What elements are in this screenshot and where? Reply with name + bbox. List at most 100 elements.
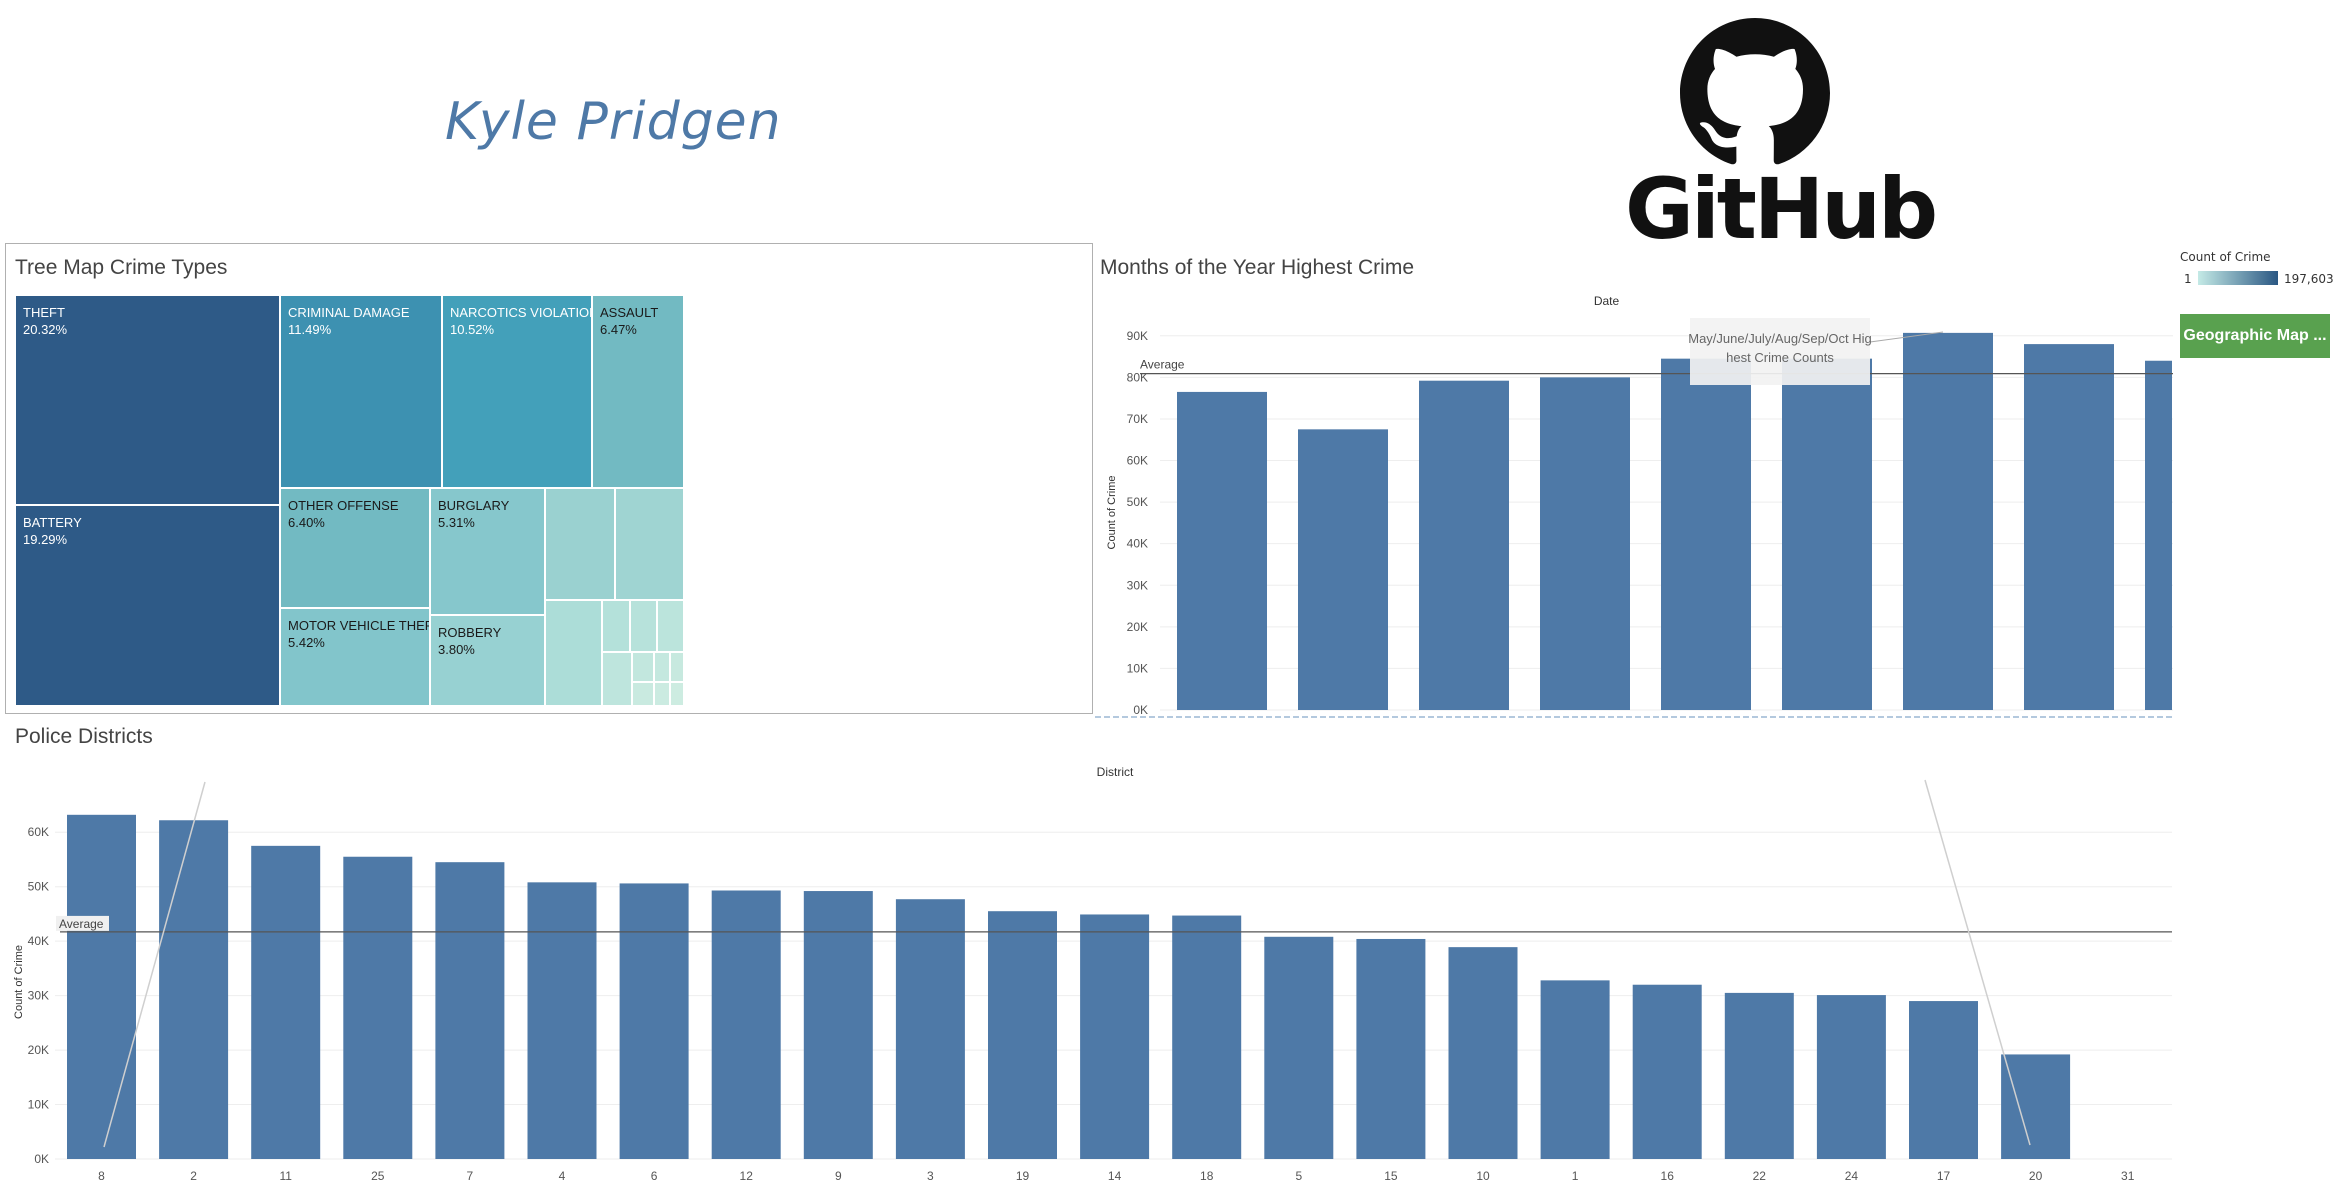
districts-x-tick-label: 16: [1661, 1169, 1675, 1183]
treemap-title: Tree Map Crime Types: [15, 256, 228, 279]
months-x-axis-title: Date: [1594, 294, 1620, 308]
districts-bar: [895, 899, 965, 1159]
months-annotation-text: hest Crime Counts: [1726, 350, 1834, 365]
districts-trend-line: [1924, 779, 2031, 1146]
months-bar: [1177, 391, 1267, 710]
districts-x-tick-label: 22: [1753, 1169, 1767, 1183]
districts-x-tick-label: 15: [1384, 1169, 1398, 1183]
districts-bar: [1172, 915, 1242, 1159]
months-bar: [1903, 332, 1993, 710]
districts-x-tick-label: 5: [1295, 1169, 1302, 1183]
districts-bar: [1724, 992, 1794, 1159]
treemap-cell-burglary[interactable]: BURGLARY 5.31%: [430, 488, 545, 615]
months-annotation-pointer: [1869, 331, 1944, 343]
districts-bar: [527, 882, 597, 1159]
treemap-cell-minor[interactable]: [670, 682, 684, 706]
treemap-cell-label: CRIMINAL DAMAGE 11.49%: [288, 305, 410, 337]
legend-max-value: 197,603: [2284, 272, 2334, 286]
treemap-cell-other-offense[interactable]: OTHER OFFENSE 6.40%: [280, 488, 430, 608]
districts-y-tick-label: 20K: [28, 1043, 49, 1057]
treemap-cell-battery[interactable]: BATTERY 19.29%: [15, 505, 280, 706]
treemap-cell-robbery[interactable]: ROBBERY 3.80%: [430, 615, 545, 706]
months-y-tick-label: 70K: [1127, 412, 1148, 426]
districts-bar: [343, 856, 413, 1159]
treemap-cell-minor[interactable]: [602, 652, 632, 706]
districts-x-tick-label: 31: [2121, 1169, 2135, 1183]
districts-bar: [988, 911, 1057, 1159]
treemap-cell-label: BURGLARY 5.31%: [438, 498, 510, 530]
districts-y-tick-label: 0K: [34, 1152, 49, 1166]
districts-y-tick-label: 60K: [28, 825, 49, 839]
districts-x-tick-label: 20: [2029, 1169, 2043, 1183]
months-y-tick-label: 40K: [1127, 537, 1148, 551]
districts-bar-chart: District Count of Crime 0K 10K 20K 30K 40K 50K 6…: [13, 765, 2172, 1183]
months-bar: [1782, 358, 1872, 710]
treemap-cell-minor[interactable]: [630, 600, 657, 652]
months-y-axis-title: Count of Crime: [1106, 476, 1118, 550]
treemap-cell-label: NARCOTICS VIOLATION 10.52%: [450, 305, 592, 337]
months-bar: [2145, 360, 2172, 710]
months-y-tick-label: 50K: [1127, 495, 1148, 509]
treemap-chart: THEFT 20.32% BATTERY 19.29% CRIMINAL DAMAGE 1…: [15, 295, 685, 706]
districts-average-label: Average: [59, 917, 104, 931]
districts-bar: [251, 845, 321, 1159]
treemap-cell-label: MOTOR VEHICLE THEFT 5.42%: [288, 618, 430, 650]
treemap-cell-minor[interactable]: [657, 600, 684, 652]
districts-x-axis-title: District: [1097, 765, 1134, 779]
months-bar: [2024, 344, 2114, 710]
districts-x-tick-label: 1: [1572, 1169, 1579, 1183]
districts-y-tick-label: 10K: [28, 1098, 49, 1112]
districts-bar: [1356, 938, 1426, 1159]
districts-x-tick-label: 4: [559, 1169, 566, 1183]
treemap-cell-narcotics-violation[interactable]: NARCOTICS VIOLATION 10.52%: [442, 295, 592, 488]
months-bar-chart: Date Count of Crime 0K 10K 20K 30K 40K 50K 60K 70…: [1095, 294, 2173, 718]
districts-bar: [1448, 947, 1518, 1159]
months-annotation-box: [1690, 318, 1870, 385]
treemap-cell-criminal-damage[interactable]: CRIMINAL DAMAGE 11.49%: [280, 295, 442, 488]
geographic-map-button[interactable]: Geographic Map ...: [2180, 314, 2330, 358]
treemap-cell-minor[interactable]: [615, 488, 684, 600]
districts-bar: [159, 820, 229, 1159]
github-octocat-icon[interactable]: [1680, 18, 1830, 168]
legend-min-value: 1: [2184, 272, 2192, 286]
districts-x-tick-label: 9: [835, 1169, 842, 1183]
months-y-tick-label: 30K: [1127, 578, 1148, 592]
months-annotation-text: May/June/July/Aug/Sep/Oct Hig: [1688, 331, 1872, 346]
districts-bar: [1540, 980, 1610, 1159]
treemap-cell-minor[interactable]: [545, 600, 602, 706]
districts-x-tick-label: 10: [1476, 1169, 1490, 1183]
treemap-cell-motor-vehicle-theft[interactable]: MOTOR VEHICLE THEFT 5.42%: [280, 608, 430, 706]
treemap-cell-minor[interactable]: [602, 600, 630, 652]
months-bar: [1419, 380, 1509, 710]
months-bar: [1540, 377, 1630, 710]
github-wordmark: GitHub: [1625, 160, 1938, 258]
treemap-cell-label: ROBBERY 3.80%: [438, 625, 502, 657]
treemap-cell-minor[interactable]: [670, 652, 684, 682]
districts-x-tick-label: 25: [371, 1169, 385, 1183]
months-y-tick-label: 10K: [1127, 661, 1148, 675]
districts-average-label-bg: [56, 915, 109, 931]
districts-bar: [67, 814, 136, 1159]
treemap-cell-assault[interactable]: ASSAULT 6.47%: [592, 295, 684, 488]
districts-x-tick-label: 24: [1845, 1169, 1859, 1183]
treemap-cell-theft[interactable]: THEFT 20.32%: [15, 295, 280, 505]
months-y-tick-label: 0K: [1133, 703, 1148, 717]
districts-x-tick-label: 8: [98, 1169, 105, 1183]
districts-y-tick-label: 40K: [28, 934, 49, 948]
districts-y-axis-title: Count of Crime: [13, 945, 25, 1019]
months-y-tick-label: 20K: [1127, 620, 1148, 634]
months-bar: [1661, 358, 1751, 710]
months-bar: [1298, 429, 1388, 710]
treemap-cell-minor[interactable]: [632, 682, 654, 706]
treemap-cell-minor[interactable]: [654, 682, 670, 706]
districts-x-tick-label: 6: [651, 1169, 658, 1183]
districts-x-tick-label: 3: [927, 1169, 934, 1183]
districts-bar: [803, 891, 873, 1159]
districts-bar: [1264, 936, 1334, 1159]
districts-y-tick-label: 30K: [28, 989, 49, 1003]
treemap-cell-minor[interactable]: [545, 488, 615, 600]
districts-x-tick-label: 12: [740, 1169, 754, 1183]
treemap-cell-minor[interactable]: [632, 652, 654, 682]
treemap-cell-minor[interactable]: [654, 652, 670, 682]
districts-bar: [1080, 914, 1150, 1159]
